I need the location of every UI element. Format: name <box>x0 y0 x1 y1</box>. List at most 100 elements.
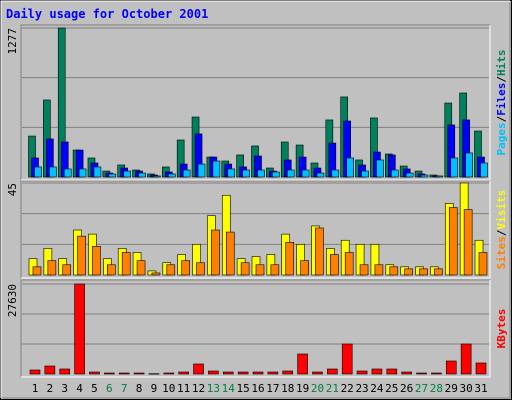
bar <box>49 166 57 178</box>
bar <box>359 264 369 276</box>
bar <box>227 168 236 178</box>
x-tick-label: 29 <box>445 382 458 395</box>
bar <box>255 264 265 276</box>
y-tick-label: 45 <box>6 183 19 196</box>
bar <box>181 260 190 276</box>
bar <box>104 372 115 375</box>
x-tick-label: 23 <box>355 382 368 395</box>
bar <box>225 231 235 276</box>
x-tick-label: 14 <box>222 382 236 395</box>
bar <box>282 370 294 375</box>
legend-separator: / <box>495 229 508 236</box>
bar <box>148 373 160 375</box>
bar <box>374 264 384 276</box>
bar <box>331 169 340 178</box>
plot-bevel <box>21 25 491 181</box>
bar <box>386 368 398 375</box>
bar <box>405 172 414 178</box>
bar <box>434 268 443 276</box>
x-tick-label: 18 <box>281 382 294 395</box>
bar <box>478 252 488 276</box>
plot-bevel <box>21 280 491 378</box>
chart-title: Daily usage for October 2001 <box>6 7 208 21</box>
bar <box>475 362 487 375</box>
bar <box>138 172 146 178</box>
bar <box>376 159 384 178</box>
bar <box>59 368 71 375</box>
bar <box>267 371 279 375</box>
bar <box>371 368 383 375</box>
x-tick-label: 26 <box>400 382 413 395</box>
legend: Sites/Visits <box>495 190 508 270</box>
y-tick-label: 1277 <box>6 28 19 55</box>
bar <box>163 372 175 375</box>
bar <box>460 343 472 375</box>
x-tick-label: 27 <box>415 382 428 395</box>
bar <box>77 235 86 276</box>
bar <box>93 166 102 178</box>
bar <box>257 169 265 178</box>
x-tick-label: 19 <box>296 382 309 395</box>
bar <box>361 170 369 178</box>
bar <box>297 353 308 375</box>
bar <box>34 166 42 178</box>
bar <box>401 371 412 375</box>
bar <box>465 152 473 178</box>
x-tick-label: 25 <box>385 382 398 395</box>
bar <box>450 157 459 178</box>
legend-separator: / <box>495 76 508 83</box>
bar <box>315 227 324 276</box>
bar <box>121 252 131 276</box>
x-tick-label: 11 <box>177 382 190 395</box>
bar <box>197 163 206 178</box>
plot-area <box>20 279 491 378</box>
bar <box>416 372 427 375</box>
bar <box>166 264 176 276</box>
legend-entry: Sites <box>495 236 508 269</box>
bar <box>480 162 488 178</box>
bar <box>62 264 72 276</box>
bar <box>168 173 176 178</box>
bar <box>445 360 457 375</box>
bar <box>272 171 280 178</box>
bar <box>356 370 368 375</box>
bar <box>390 169 399 178</box>
x-tick-label: 9 <box>151 382 158 395</box>
legend-entry: Pages <box>495 122 508 155</box>
x-tick-label: 1 <box>32 382 39 395</box>
bar <box>327 368 338 375</box>
bar <box>240 262 250 276</box>
plot-bevel <box>21 181 491 279</box>
bar <box>151 272 161 276</box>
bar <box>78 168 87 178</box>
bar <box>133 372 145 375</box>
x-tick-label: 30 <box>460 382 473 395</box>
bar <box>252 371 264 375</box>
bar <box>118 372 130 375</box>
bar <box>301 169 310 178</box>
bar <box>193 363 204 375</box>
x-tick-label: 15 <box>237 382 250 395</box>
x-tick-label: 10 <box>162 382 175 395</box>
bar <box>29 369 41 375</box>
legend-entry: Visits <box>495 190 508 230</box>
bar <box>47 260 57 276</box>
bar <box>32 266 42 276</box>
bar <box>208 370 219 375</box>
bar <box>182 169 191 178</box>
x-tick-label: 20 <box>311 382 324 395</box>
bar <box>44 365 56 375</box>
bar <box>270 264 280 276</box>
legend: Pages/Files/Hits <box>495 50 508 156</box>
bar <box>286 169 295 178</box>
x-tick-label: 13 <box>207 382 220 395</box>
bar <box>448 207 458 276</box>
x-tick-label: 12 <box>192 382 205 395</box>
x-tick-label: 5 <box>91 382 98 395</box>
bar <box>108 173 117 178</box>
bar <box>435 175 444 178</box>
bar <box>346 157 355 178</box>
